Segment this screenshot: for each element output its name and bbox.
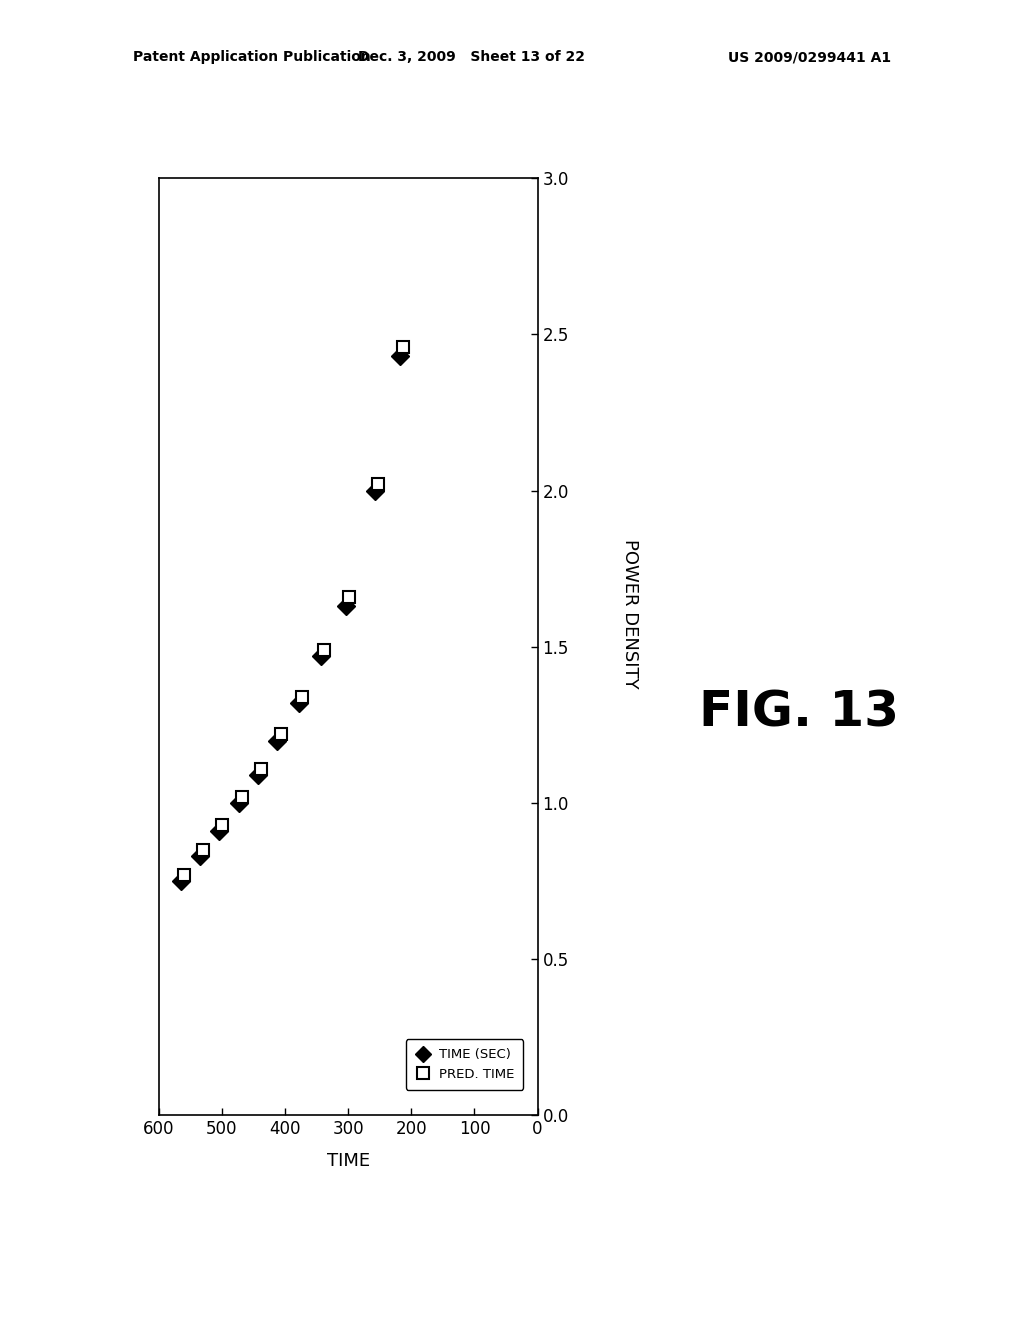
Text: US 2009/0299441 A1: US 2009/0299441 A1	[728, 50, 891, 65]
Legend: TIME (SEC), PRED. TIME: TIME (SEC), PRED. TIME	[406, 1039, 523, 1090]
Text: Patent Application Publication: Patent Application Publication	[133, 50, 371, 65]
Text: POWER DENSITY: POWER DENSITY	[621, 539, 639, 689]
Text: Dec. 3, 2009   Sheet 13 of 22: Dec. 3, 2009 Sheet 13 of 22	[357, 50, 585, 65]
Text: FIG. 13: FIG. 13	[698, 689, 899, 737]
X-axis label: TIME: TIME	[327, 1152, 370, 1170]
